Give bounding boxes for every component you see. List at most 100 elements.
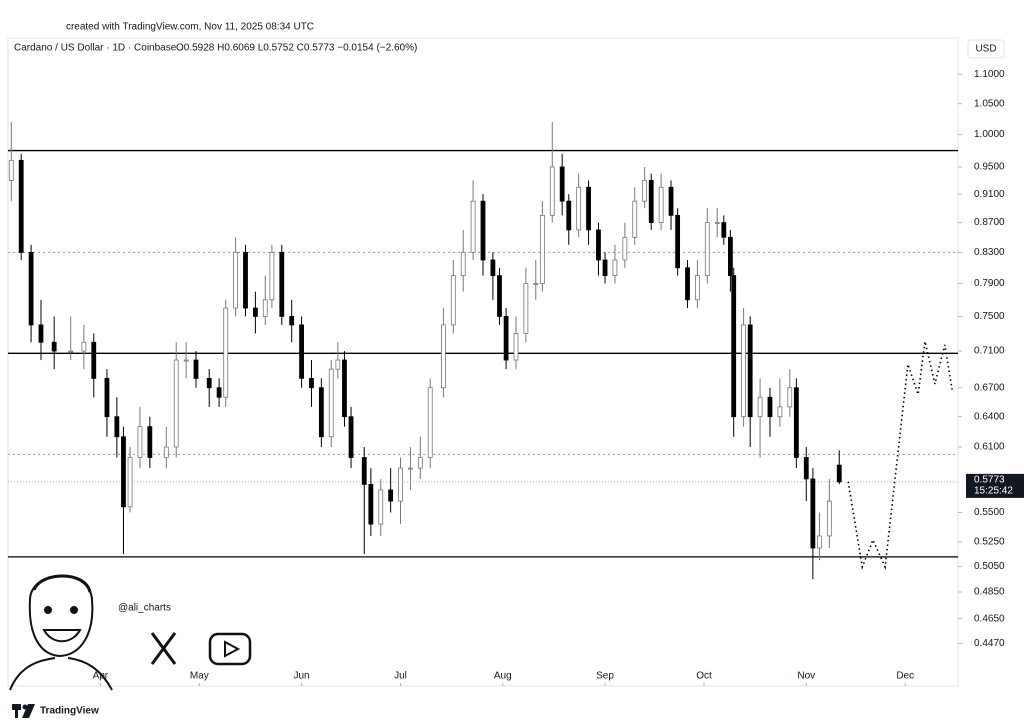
candle-body — [533, 283, 539, 285]
x-tick-label: Dec — [896, 671, 914, 682]
youtube-logo[interactable] — [208, 632, 252, 666]
candle-body — [727, 236, 733, 277]
candle-body — [348, 416, 354, 458]
candle-body — [441, 324, 446, 389]
candle-body — [596, 229, 601, 261]
candle-body — [675, 214, 681, 269]
candle-body — [233, 251, 239, 309]
x-tick-label: Nov — [797, 671, 815, 682]
y-tick-label: 1.0000 — [974, 129, 1005, 140]
candle-body — [262, 299, 268, 317]
candle-body — [490, 259, 496, 277]
candle-body — [632, 200, 638, 238]
candle-body — [18, 159, 24, 253]
candle-body — [450, 275, 456, 326]
candle-body — [38, 324, 44, 343]
candle-body — [836, 464, 842, 483]
candle-body — [731, 275, 737, 418]
candle-body — [121, 436, 126, 508]
footer-logo — [12, 704, 35, 718]
watermark: @ali_charts — [118, 603, 171, 614]
candle-body — [668, 186, 674, 216]
price-tag — [966, 473, 1024, 498]
candle-body — [408, 467, 413, 470]
y-tick-label: 0.7900 — [974, 278, 1005, 289]
candle-body — [81, 341, 87, 352]
candle-body — [826, 500, 832, 537]
y-tick-label: 0.4470 — [974, 638, 1005, 649]
candle-body — [503, 316, 509, 361]
y-tick-label: 0.4850 — [974, 587, 1005, 598]
candle-body — [299, 324, 304, 379]
candle-body — [206, 377, 212, 389]
candle-body — [309, 377, 314, 389]
symbol-title: Cardano / US Dollar · 1D · Coinbase — [14, 43, 177, 54]
candle-body — [147, 426, 153, 458]
y-tick-label: 0.9500 — [974, 162, 1005, 173]
y-tick-label: 0.6100 — [974, 442, 1005, 453]
candle-body — [328, 368, 334, 438]
candle-body — [51, 341, 57, 352]
candle-body — [388, 489, 394, 502]
price-tag-countdown: 15:25:42 — [974, 486, 1013, 497]
y-tick-label: 0.7500 — [974, 311, 1005, 322]
candle-body — [173, 359, 179, 448]
currency[interactable]: USD — [975, 44, 996, 55]
candle-body — [427, 387, 433, 458]
candle-body — [216, 387, 222, 398]
candle-body — [91, 341, 97, 379]
candle-body — [470, 200, 476, 253]
candle-body — [252, 307, 258, 317]
y-tick-label: 0.8700 — [974, 217, 1005, 228]
y-tick-label: 0.9100 — [974, 189, 1005, 200]
header: created with TradingView.com, Nov 11, 20… — [66, 22, 314, 33]
candle-body — [523, 283, 529, 334]
candle-body — [566, 200, 572, 231]
candle-body — [163, 446, 169, 458]
candle-body — [279, 251, 285, 317]
y-tick-label: 0.5050 — [974, 561, 1005, 572]
candle-body — [398, 467, 403, 502]
x-tick-label: Jul — [394, 671, 407, 682]
candle-body — [685, 267, 690, 301]
candle-body — [68, 350, 74, 353]
candle-body — [586, 186, 591, 231]
candle-body — [417, 457, 423, 469]
candle-body — [576, 186, 582, 231]
y-tick-label: 0.6700 — [974, 382, 1005, 393]
projection-path — [847, 341, 953, 571]
candle-body — [622, 236, 628, 261]
candle-body — [289, 316, 295, 326]
candle-body — [335, 359, 341, 370]
candle-body — [704, 222, 710, 277]
candle-body — [137, 426, 143, 458]
candle-body — [767, 396, 773, 418]
candle-body — [787, 387, 793, 408]
y-tick-label: 1.1000 — [974, 69, 1005, 80]
candle-body — [741, 324, 746, 418]
candle-body — [342, 359, 347, 418]
candle-body — [378, 489, 384, 525]
candle-body — [104, 377, 110, 418]
candle-body — [361, 457, 367, 485]
x-tick-label: Apr — [93, 671, 109, 682]
candle-body — [183, 359, 189, 362]
candle-body — [793, 387, 799, 458]
candle-body — [114, 416, 120, 438]
candle-body — [721, 222, 727, 238]
candle-body — [817, 535, 822, 549]
x-tick-label: Sep — [596, 671, 614, 682]
candle-body — [648, 180, 654, 223]
y-tick-label: 0.5250 — [974, 537, 1005, 548]
candle-body — [602, 259, 608, 277]
candle-body — [612, 259, 618, 277]
x-logo[interactable] — [150, 632, 177, 665]
y-tick-label: 0.8300 — [974, 247, 1005, 258]
x-tick-label: May — [190, 671, 209, 682]
candle-body — [803, 457, 809, 480]
currency-box[interactable] — [967, 39, 1005, 59]
candle-body — [539, 214, 545, 284]
candle-body — [460, 251, 466, 277]
